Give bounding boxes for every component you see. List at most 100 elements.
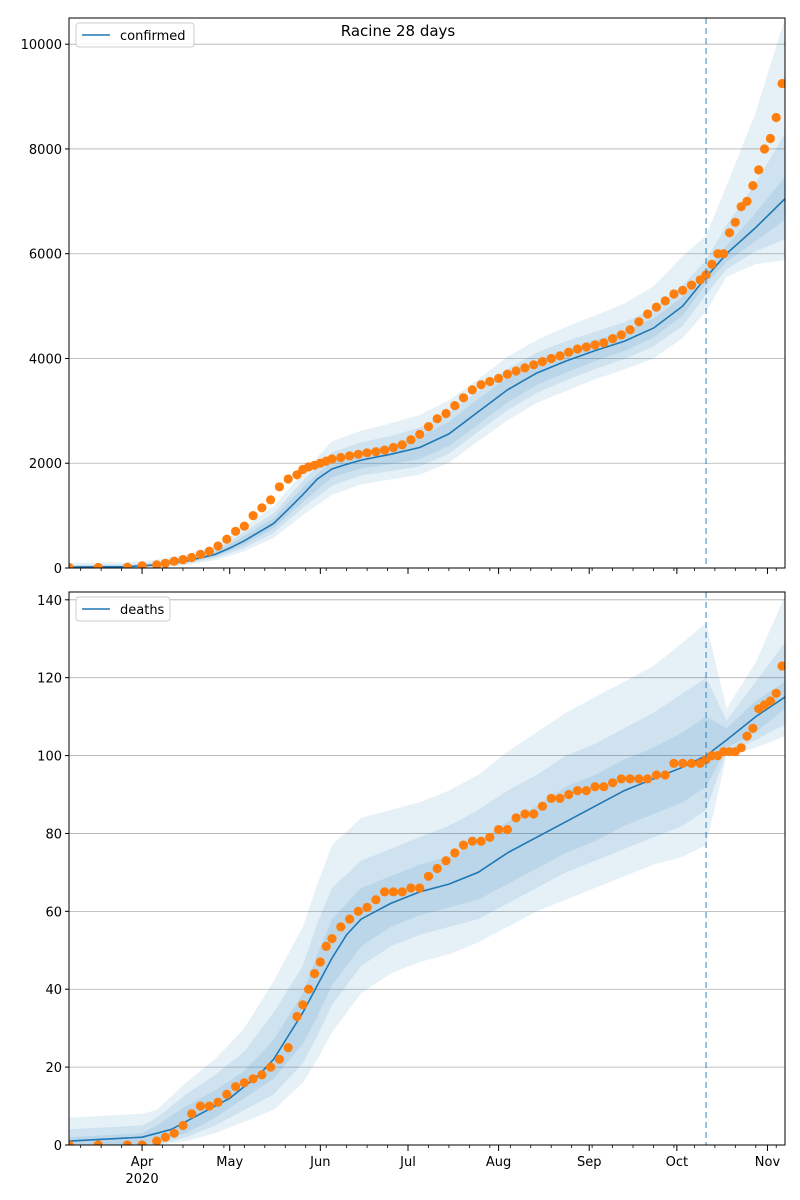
data-point (529, 809, 539, 819)
x-tick-sublabel: 2020 (126, 1172, 159, 1187)
data-point (616, 330, 626, 340)
data-point (213, 541, 223, 551)
data-point (388, 442, 398, 453)
data-point (169, 556, 179, 566)
data-point (669, 289, 679, 299)
data-point (93, 562, 103, 568)
data-point (406, 883, 416, 893)
data-point (195, 549, 206, 560)
data-point (502, 825, 512, 835)
data-point (266, 1062, 276, 1072)
data-point (345, 451, 355, 461)
axes-frame (68, 591, 786, 1146)
data-point (204, 1101, 214, 1111)
data-point (388, 887, 398, 897)
data-point (239, 521, 249, 531)
data-point (292, 470, 302, 480)
data-point (239, 1078, 249, 1088)
data-point (777, 661, 785, 671)
data-point (336, 922, 346, 932)
data-point (423, 871, 434, 881)
data-point (353, 906, 363, 916)
data-point (122, 562, 132, 568)
data-point (423, 422, 434, 432)
legend-label: deaths (120, 603, 165, 618)
data-point (651, 302, 662, 312)
y-tick-label: 140 (37, 594, 62, 609)
data-point (555, 793, 565, 804)
data-point (195, 1101, 206, 1111)
data-point (283, 474, 293, 484)
data-point (137, 561, 147, 568)
data-point (590, 782, 600, 792)
y-tick-label: 60 (45, 905, 62, 920)
data-point (222, 534, 232, 544)
axes-frame (68, 17, 786, 569)
data-point (520, 809, 530, 819)
x-tick-label: Apr (131, 1155, 154, 1170)
y-tick-label: 80 (45, 827, 62, 842)
data-point (651, 770, 662, 780)
series-line-confirmed (69, 198, 785, 568)
data-point (546, 793, 556, 804)
data-point (304, 984, 314, 994)
data-point (178, 1120, 188, 1131)
data-point (298, 1000, 308, 1010)
data-point (178, 555, 188, 565)
data-point (616, 774, 626, 784)
y-tick-label: 100 (37, 750, 62, 765)
data-point (450, 401, 460, 411)
y-tick-label: 120 (37, 672, 62, 687)
data-point (93, 1140, 103, 1145)
data-point (701, 270, 711, 280)
x-tick-label: Aug (486, 1155, 511, 1170)
data-point (187, 552, 197, 563)
data-point (742, 196, 752, 206)
uncertainty-band-middle (69, 133, 785, 568)
data-point (765, 696, 776, 706)
data-point (771, 688, 781, 698)
data-point (719, 249, 729, 259)
data-point (529, 360, 539, 370)
data-point (736, 743, 746, 753)
data-point (69, 1140, 74, 1145)
data-point (415, 883, 425, 893)
data-point (441, 408, 451, 419)
data-point (581, 786, 591, 796)
data-point (292, 1011, 302, 1022)
data-point (406, 435, 416, 445)
data-point (345, 914, 355, 924)
data-point (660, 770, 670, 780)
data-point (69, 562, 74, 568)
data-point (643, 309, 653, 319)
data-point (152, 1136, 162, 1145)
data-point (187, 1109, 197, 1119)
data-point (371, 895, 381, 905)
legend: deaths (75, 596, 171, 622)
data-point (415, 429, 425, 439)
data-point (432, 414, 442, 424)
y-tick-label: 20 (45, 1061, 62, 1076)
data-point (476, 380, 486, 390)
data-point (771, 112, 781, 123)
data-point (546, 353, 556, 364)
data-point (257, 503, 267, 513)
y-tick-label: 0 (54, 562, 62, 577)
y-tick-label: 40 (45, 983, 62, 998)
data-point (564, 347, 574, 357)
data-point (754, 165, 764, 175)
data-point (336, 452, 346, 463)
data-point (572, 344, 583, 354)
legend: confirmed (75, 22, 195, 48)
data-point (625, 325, 635, 335)
data-point (485, 376, 495, 387)
data-point (380, 887, 390, 897)
data-point (152, 560, 162, 568)
data-point (315, 957, 325, 967)
plot-area (69, 595, 785, 1145)
data-point (742, 731, 752, 741)
y-tick-label: 10000 (21, 38, 62, 53)
x-tick-label: Jul (399, 1155, 416, 1170)
y-tick-label: 4000 (29, 352, 62, 367)
